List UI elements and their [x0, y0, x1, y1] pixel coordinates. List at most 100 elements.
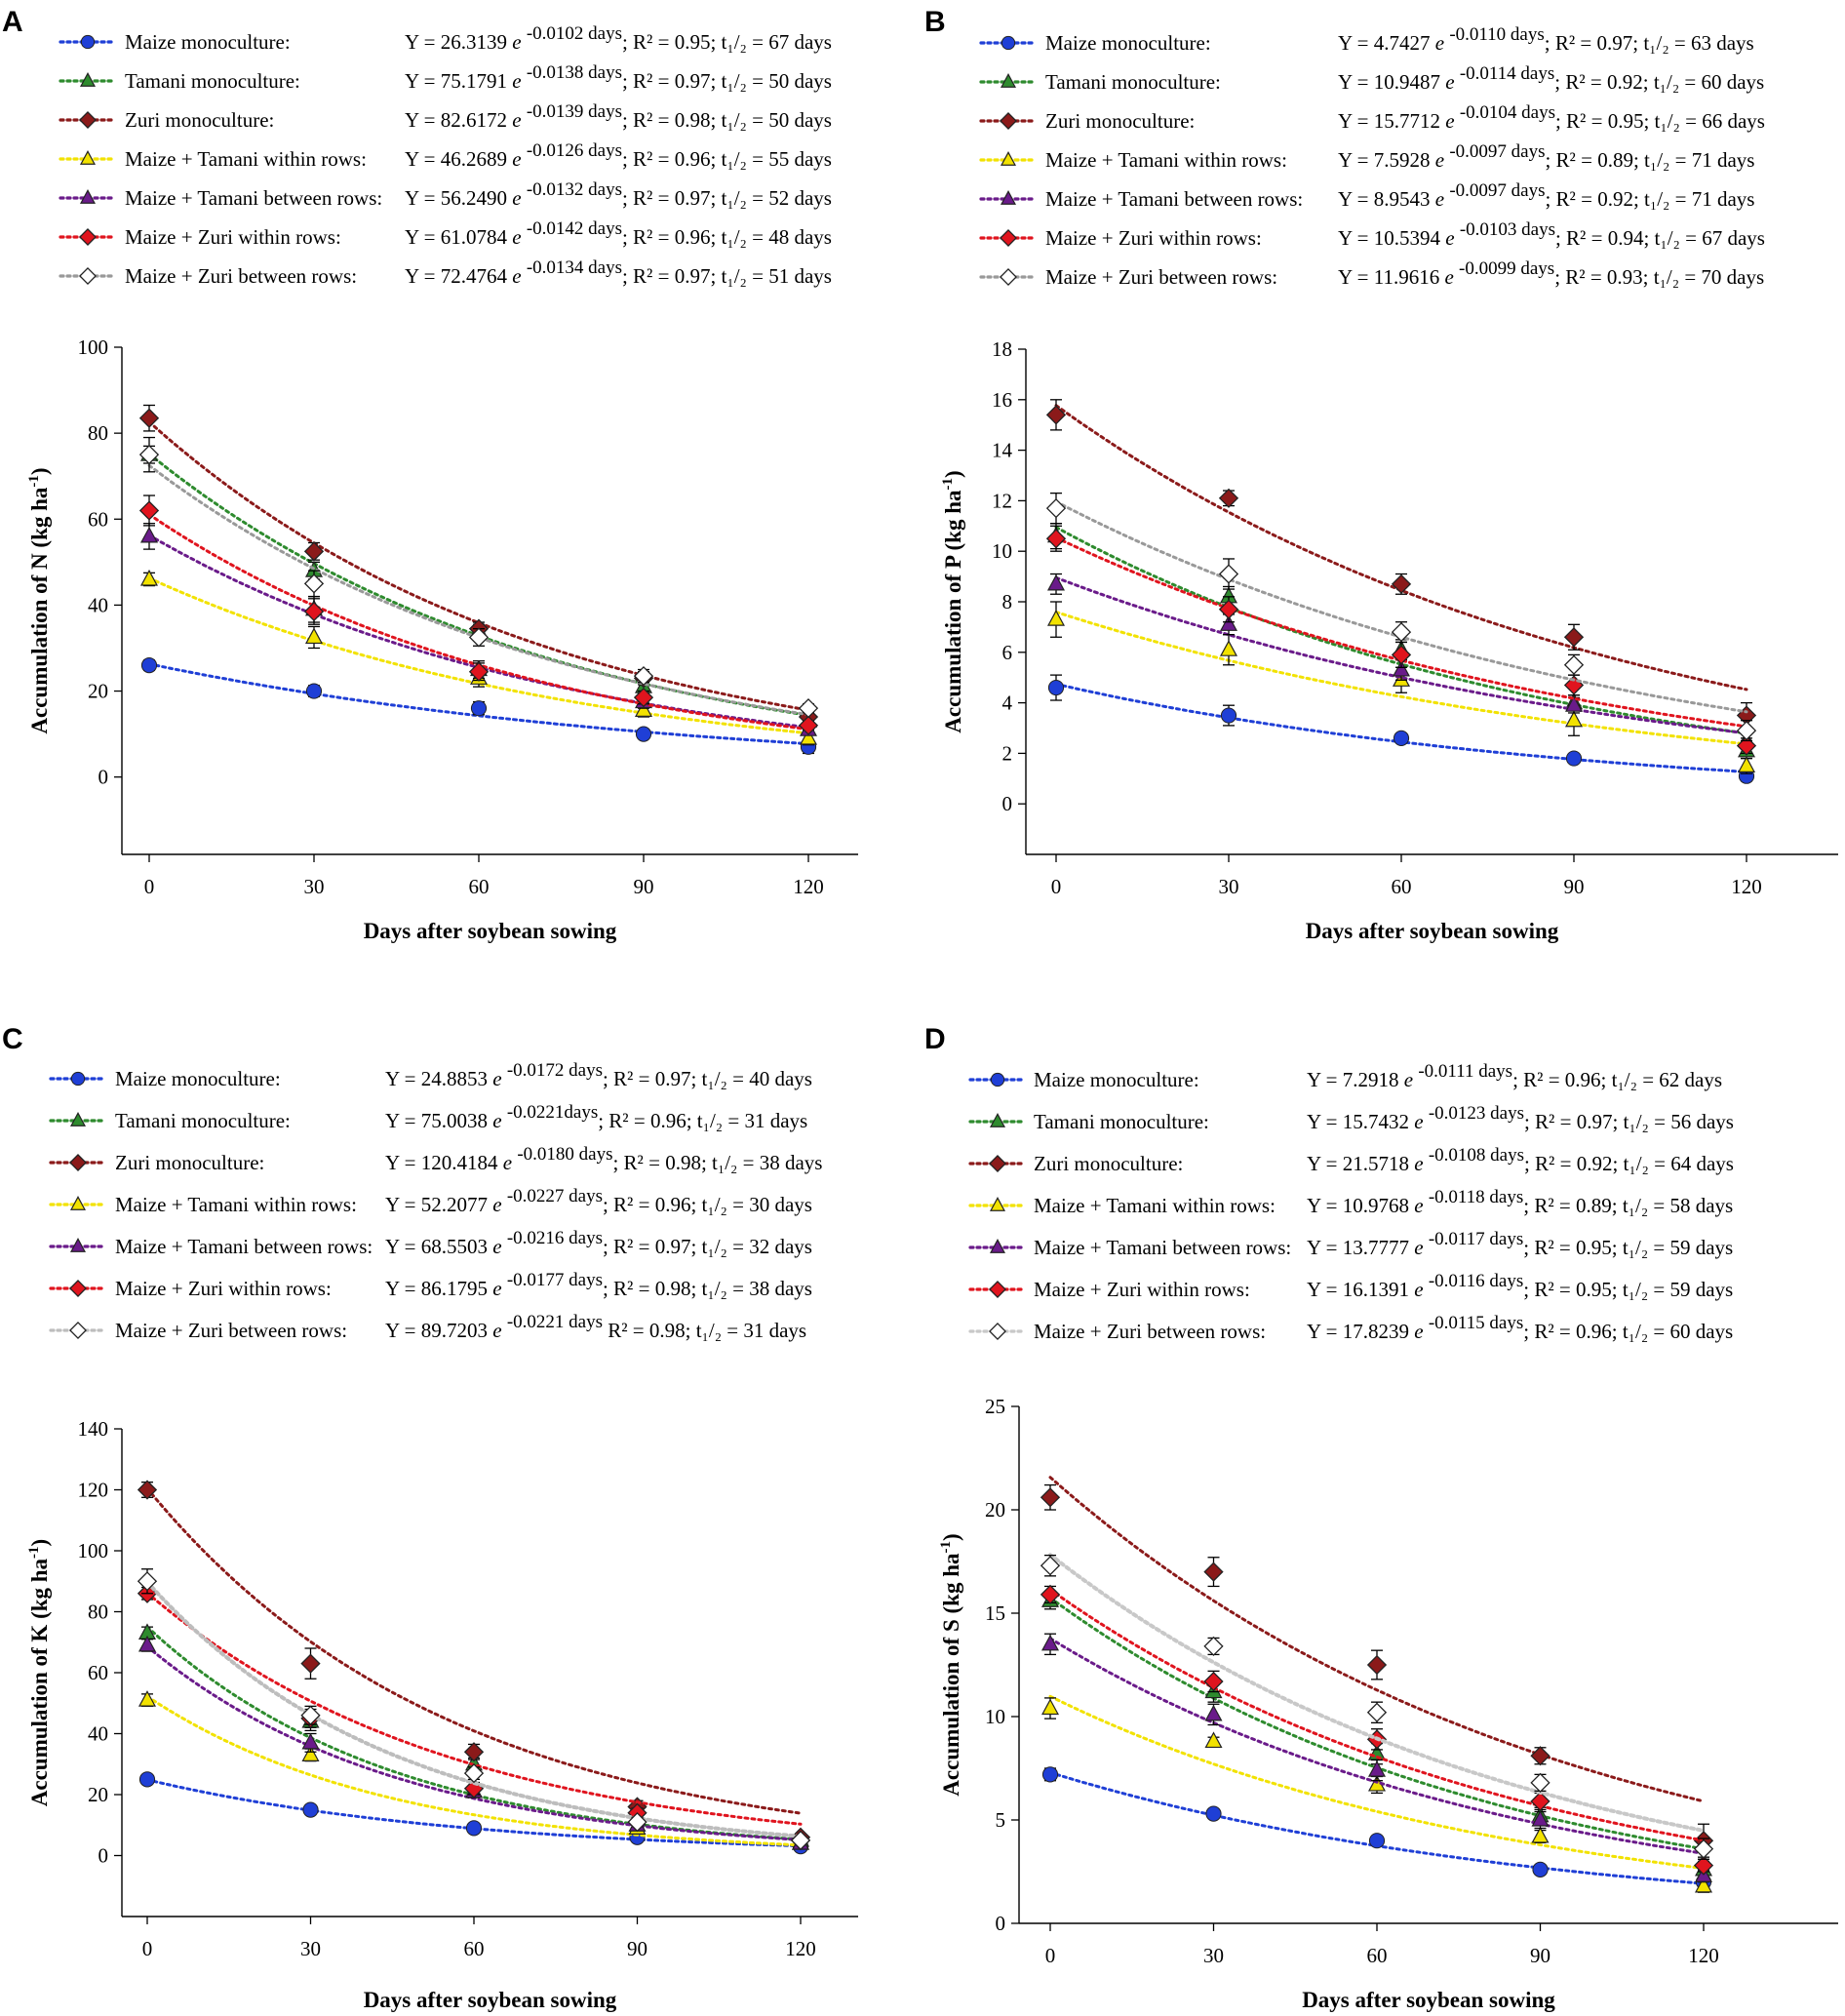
- legend-entry: Tamani monoculture: Y = 10.9487 e -0.0114…: [979, 63, 1764, 94]
- legend-marker: [989, 1281, 1006, 1298]
- series-2: [1045, 399, 1757, 730]
- legend-label: Maize + Tamani between rows:: [115, 1235, 373, 1258]
- legend-entry: Maize + Tamani between rows: Y = 13.7777 …: [968, 1229, 1733, 1259]
- data-point: [627, 1812, 648, 1833]
- panel-letter: D: [924, 1023, 946, 1055]
- legend-entry: Maize + Tamani within rows: Y = 46.2689 e…: [59, 140, 832, 171]
- x-tick-label: 120: [793, 875, 824, 898]
- y-tick-label: 120: [78, 1479, 109, 1502]
- equation-exponent: -0.0103 days: [1460, 219, 1555, 240]
- data-point: [1219, 640, 1238, 656]
- equation-exponent: -0.0138 days: [527, 62, 622, 83]
- equation-e: e: [512, 108, 527, 132]
- equation-e: e: [492, 1235, 507, 1258]
- legend-entry: Maize + Tamani within rows: Y = 52.2077 e…: [49, 1186, 812, 1216]
- y-axis-title-end: ): [27, 1539, 52, 1547]
- data-point: [138, 500, 160, 521]
- legend-marker: [1000, 229, 1017, 247]
- data-point: [138, 408, 160, 428]
- y-tick-label: 15: [985, 1601, 1005, 1625]
- equation-fit: ; R² = 0.95; t₁/₂ = 66 days: [1555, 109, 1765, 133]
- equation-coefficient: Y = 24.8853: [385, 1067, 492, 1090]
- x-tick-label: 60: [1392, 875, 1412, 898]
- y-tick-label: 100: [78, 1539, 109, 1562]
- data-point: [1040, 1487, 1061, 1508]
- legend-equation: Y = 26.3139 e -0.0102 days; R² = 0.95; t…: [405, 23, 832, 54]
- data-point: [1203, 1671, 1224, 1692]
- data-point: [1045, 405, 1067, 425]
- legend-equation: Y = 72.4764 e -0.0134 days; R² = 0.97; t…: [405, 257, 832, 288]
- equation-exponent: -0.0126 days: [527, 140, 622, 161]
- equation-fit: ; R² = 0.95; t₁/₂ = 67 days: [622, 30, 832, 54]
- legend-label: Maize + Zuri between rows:: [1034, 1320, 1266, 1343]
- equation-exponent: -0.0117 days: [1429, 1229, 1523, 1249]
- y-axis-title-sup: -1: [26, 475, 42, 488]
- equation-fit: ; R² = 0.95; t₁/₂ = 59 days: [1523, 1278, 1733, 1301]
- legend-marker: [69, 1112, 87, 1127]
- legend-entry: Maize + Zuri between rows: Y = 89.7203 e …: [49, 1312, 806, 1342]
- legend-equation: Y = 89.7203 e -0.0221 days R² = 0.98; t₁…: [385, 1312, 806, 1342]
- series-3: [1040, 1694, 1713, 1893]
- legend-label: Maize + Tamani within rows:: [115, 1193, 357, 1216]
- equation-e: e: [492, 1193, 507, 1216]
- equation-coefficient: Y = 10.5394: [1338, 226, 1445, 250]
- equation-e: e: [1435, 187, 1450, 211]
- x-tick-label: 60: [469, 875, 490, 898]
- equation-fit: ; R² = 0.89; t₁/₂ = 71 days: [1545, 148, 1754, 172]
- y-axis-title-main: Accumulation of N (kg ha: [27, 487, 52, 734]
- legend-equation: Y = 7.2918 e -0.0111 days; R² = 0.96; t₁…: [1307, 1061, 1722, 1091]
- equation-e: e: [1435, 31, 1450, 55]
- legend-label: Zuri monoculture:: [1045, 109, 1195, 133]
- legend-label: Maize + Zuri within rows:: [115, 1277, 332, 1300]
- series-0: [1041, 1766, 1712, 1890]
- equation-fit: ; R² = 0.97; t₁/₂ = 50 days: [622, 69, 832, 93]
- data-point: [1046, 610, 1066, 626]
- series-5: [138, 494, 819, 735]
- equation-fit: ; R² = 0.96; t₁/₂ = 60 days: [1523, 1320, 1733, 1343]
- data-point: [1040, 1634, 1060, 1651]
- legend-label: Maize + Tamani between rows:: [125, 186, 382, 210]
- data-point: [1045, 498, 1067, 519]
- data-point: [799, 728, 818, 745]
- equation-fit: ; R² = 0.92; t₁/₂ = 64 days: [1524, 1152, 1734, 1175]
- equation-exponent: -0.0097 days: [1449, 180, 1545, 201]
- fit-curve: [1048, 1588, 1706, 1842]
- data-point: [140, 657, 158, 674]
- equation-coefficient: Y = 10.9487: [1338, 70, 1445, 94]
- data-point: [303, 541, 325, 562]
- data-point: [1530, 1772, 1551, 1793]
- equation-exponent: -0.0132 days: [527, 179, 622, 200]
- series-0: [140, 657, 817, 755]
- legend-entry: Tamani monoculture: Y = 75.1791 e -0.0138…: [59, 62, 832, 93]
- equation-exponent: -0.0227 days: [507, 1186, 603, 1206]
- equation-e: e: [512, 186, 527, 210]
- legend-entry: Maize + Tamani within rows: Y = 7.5928 e …: [979, 141, 1754, 172]
- equation-coefficient: Y = 26.3139: [405, 30, 512, 54]
- legend-equation: Y = 16.1391 e -0.0116 days; R² = 0.95; t…: [1307, 1271, 1733, 1301]
- legend-marker: [79, 228, 97, 246]
- legend-label: Zuri monoculture:: [1034, 1152, 1183, 1175]
- legend-entry: Maize + Tamani between rows: Y = 68.5503 …: [49, 1228, 812, 1258]
- legend-marker: [989, 1113, 1006, 1127]
- data-point: [1047, 679, 1065, 696]
- legend-marker: [989, 1155, 1006, 1172]
- legend-equation: Y = 8.9543 e -0.0097 days; R² = 0.92; t₁…: [1338, 180, 1754, 211]
- series-2: [1040, 1476, 1714, 1858]
- x-tick-label: 30: [1203, 1944, 1224, 1967]
- equation-coefficient: Y = 72.4764: [405, 264, 512, 288]
- equation-e: e: [1444, 265, 1459, 289]
- legend-label: Maize monoculture:: [115, 1067, 281, 1090]
- data-point: [1045, 529, 1067, 549]
- x-tick-label: 30: [300, 1937, 321, 1960]
- y-tick-label: 60: [88, 1661, 108, 1684]
- legend-entry: Maize monoculture: Y = 24.8853 e -0.0172 …: [49, 1060, 812, 1090]
- equation-exponent: -0.0216 days: [507, 1228, 603, 1248]
- legend-marker: [70, 1071, 86, 1087]
- equation-e: e: [1414, 1194, 1429, 1217]
- legend-marker: [69, 1196, 87, 1210]
- legend-label: Maize + Tamani within rows:: [125, 147, 367, 171]
- equation-fit: ; R² = 0.96; t₁/₂ = 62 days: [1512, 1068, 1722, 1091]
- equation-fit: ; R² = 0.89; t₁/₂ = 58 days: [1523, 1194, 1733, 1217]
- equation-coefficient: Y = 15.7712: [1338, 109, 1445, 133]
- equation-coefficient: Y = 17.8239: [1307, 1320, 1414, 1343]
